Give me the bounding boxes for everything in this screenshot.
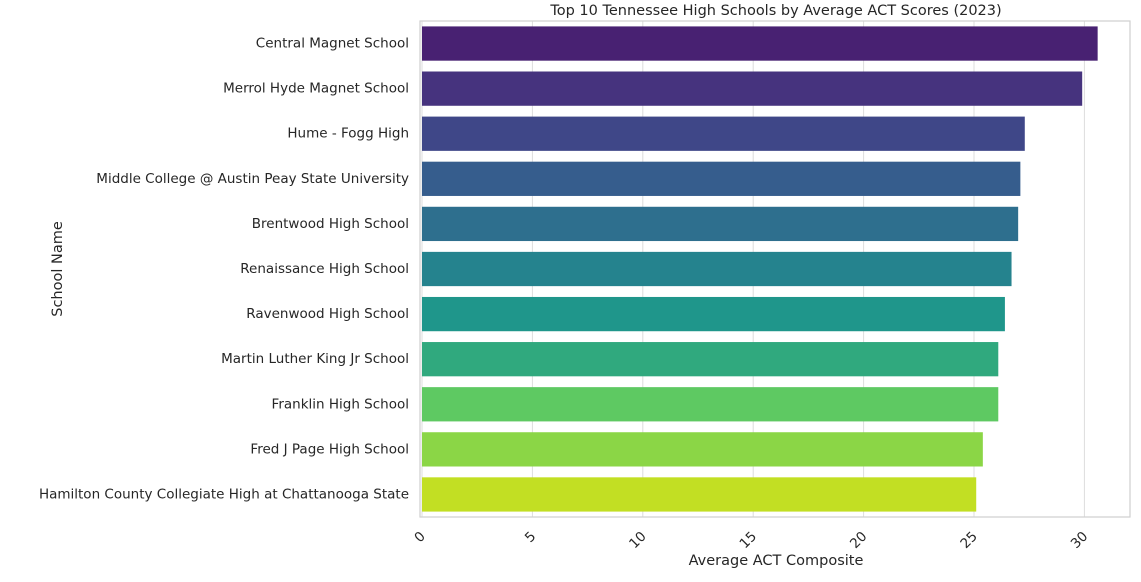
bar <box>422 387 999 422</box>
bar <box>422 432 983 467</box>
bar <box>422 71 1083 106</box>
x-tick-labels: 0 5 10 15 20 25 30 <box>411 529 1091 552</box>
plot-frame <box>419 20 1131 518</box>
x-tick-label: 25 <box>957 529 980 552</box>
bar <box>422 477 977 512</box>
bar <box>422 296 1005 332</box>
y-tick-label: Renaissance High School <box>240 261 409 277</box>
x-axis-label: Average ACT Composite <box>689 553 864 569</box>
bar <box>422 342 999 377</box>
y-tick-labels: Central Magnet School Merrol Hyde Magnet … <box>39 36 409 503</box>
y-tick-label: Hume - Fogg High <box>287 126 409 142</box>
x-tick-label: 30 <box>1068 529 1091 552</box>
bar <box>422 26 1098 61</box>
y-tick-label: Brentwood High School <box>252 216 409 232</box>
chart-title: Top 10 Tennessee High Schools by Average… <box>549 3 1001 19</box>
bar <box>422 116 1025 151</box>
y-tick-label: Central Magnet School <box>256 36 409 52</box>
x-tick-label: 15 <box>737 529 760 552</box>
x-tick-label: 0 <box>411 529 428 546</box>
bars <box>422 26 1098 512</box>
y-tick-label: Merrol Hyde Magnet School <box>223 81 409 97</box>
bar <box>422 161 1021 196</box>
y-tick-label: Martin Luther King Jr School <box>221 351 409 367</box>
y-tick-label: Ravenwood High School <box>246 306 409 322</box>
bar <box>422 206 1019 242</box>
y-axis-label: School Name <box>50 221 66 317</box>
x-tick-label: 20 <box>847 529 870 552</box>
bar <box>422 251 1012 287</box>
y-tick-label: Hamilton County Collegiate High at Chatt… <box>39 486 409 502</box>
y-tick-label: Franklin High School <box>272 396 409 412</box>
x-tick-label: 10 <box>626 529 649 552</box>
x-tick-label: 5 <box>522 529 539 546</box>
y-tick-label: Fred J Page High School <box>250 441 409 457</box>
y-tick-label: Middle College @ Austin Peay State Unive… <box>96 171 409 187</box>
